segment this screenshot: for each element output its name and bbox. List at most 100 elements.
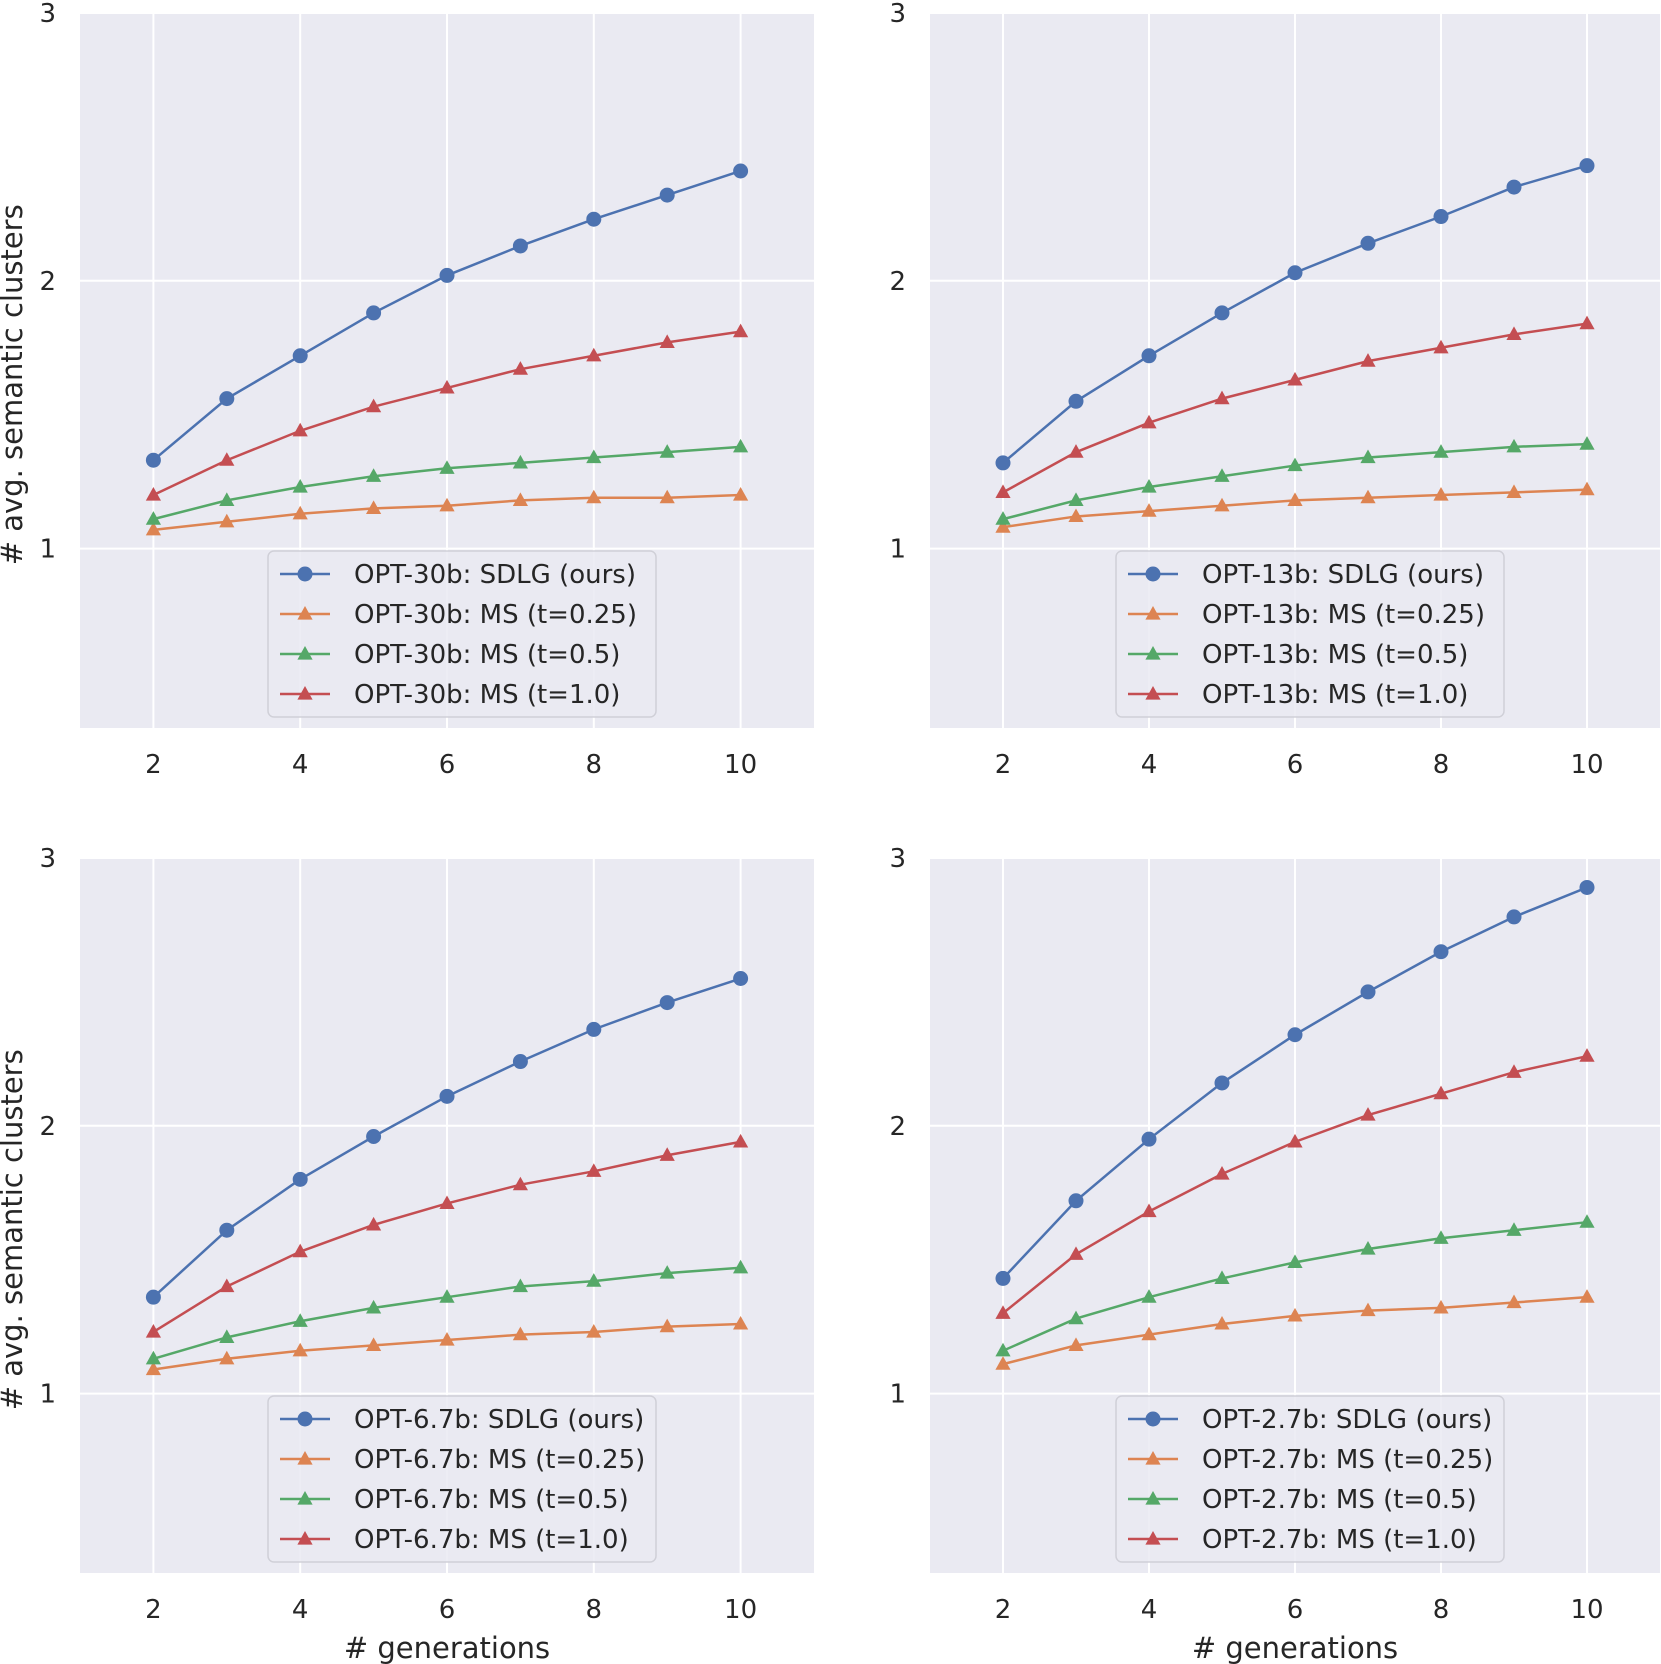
data-point [1360,353,1376,367]
legend-label: OPT-30b: MS (t=0.5) [354,640,620,670]
data-point [1068,393,1084,409]
legend-label: OPT-2.7b: MS (t=1.0) [1202,1525,1477,1555]
legend: OPT-13b: SDLG (ours) OPT-13b: MS (t=0.25)… [1115,550,1505,718]
y-tick-label: 1 [889,535,906,565]
data-point [733,487,749,501]
legend-marker [297,566,313,582]
legend-entry: OPT-30b: MS (t=0.5) [280,640,620,670]
data-point [219,391,235,407]
data-point [1433,1299,1449,1314]
data-point [292,1171,308,1187]
data-point [1506,1222,1522,1236]
y-tick-label: 2 [889,267,906,297]
data-point [659,334,675,348]
data-point [1579,879,1595,895]
data-point [439,1195,455,1210]
data-point [219,1222,235,1238]
data-point [1579,1048,1595,1062]
data-point [1360,1107,1376,1121]
legend-entry: OPT-30b: MS (t=0.25) [280,600,637,630]
x-tick-label: 8 [586,750,603,780]
legend-entry: OPT-30b: SDLG (ours) [280,560,636,590]
data-point [1214,305,1230,321]
data-point [659,1265,675,1279]
legend-label: OPT-6.7b: SDLG (ours) [354,1405,644,1435]
x-tick-label: 4 [1141,1595,1158,1625]
data-point [1579,481,1595,496]
data-point [1068,444,1084,458]
data-point [1068,1310,1084,1325]
data-point [1287,457,1303,472]
legend-label: OPT-30b: MS (t=0.25) [354,600,637,630]
data-point [292,422,308,437]
legend-marker [1145,606,1161,620]
series-0 [995,158,1595,471]
data-point [439,1088,455,1104]
series-1 [995,481,1595,533]
data-point [512,361,528,375]
legend-marker [1145,1411,1161,1427]
data-point [1214,390,1230,405]
x-tick-label: 8 [1433,750,1450,780]
data-point [292,478,308,493]
legend-box [1115,550,1505,718]
data-point [1360,1302,1376,1317]
y-tick-label: 1 [39,535,56,565]
series-0 [995,879,1595,1286]
data-point [292,1342,308,1357]
legend-label: OPT-6.7b: MS (t=0.25) [354,1445,645,1475]
data-point [1287,371,1303,386]
legend-label: OPT-2.7b: MS (t=0.5) [1202,1485,1477,1515]
data-point [1433,1230,1449,1244]
data-point [995,1342,1011,1357]
data-point [586,1163,602,1177]
data-point [1433,444,1449,458]
data-point [995,1356,1011,1370]
data-point [145,487,161,501]
x-tick-label: 6 [439,750,456,780]
data-point [1214,1315,1230,1330]
legend-label: OPT-6.7b: MS (t=1.0) [354,1525,629,1555]
data-point [366,305,382,321]
data-point [219,1329,235,1343]
data-point [219,452,235,466]
legend-box [1115,1395,1505,1563]
x-tick-label: 8 [1433,1595,1450,1625]
y-tick-label: 3 [39,844,56,874]
x-tick-label: 10 [1570,750,1603,780]
legend-entry: OPT-2.7b: SDLG (ours) [1128,1405,1492,1435]
series-3 [995,1048,1595,1319]
x-tick-label: 4 [1141,750,1158,780]
data-point [512,1176,528,1191]
data-point [219,513,235,528]
series-1 [995,1289,1595,1370]
series-1 [145,487,749,536]
data-point [586,1273,602,1287]
data-point [1214,497,1230,512]
x-axis-label: # generations [1192,1631,1398,1664]
legend-marker [297,1491,313,1505]
data-point [586,1021,602,1037]
data-point [733,1315,749,1330]
data-point [733,1133,749,1148]
data-point [659,187,675,203]
data-point [512,1278,528,1293]
legend-box [267,550,657,718]
x-tick-label: 10 [724,1595,757,1625]
y-tick-label: 3 [889,0,906,29]
data-point [1433,339,1449,354]
data-point [659,1318,675,1333]
data-point [1287,1027,1303,1043]
x-tick-label: 4 [292,1595,309,1625]
legend-marker [297,1451,313,1465]
data-point [145,1323,161,1338]
legend-entry: OPT-6.7b: MS (t=0.5) [280,1485,629,1515]
legend-label: OPT-13b: MS (t=0.25) [1202,600,1485,630]
data-point [145,521,161,536]
data-point [586,489,602,504]
data-point [1141,1131,1157,1147]
data-point [292,348,308,364]
data-point [1360,489,1376,504]
